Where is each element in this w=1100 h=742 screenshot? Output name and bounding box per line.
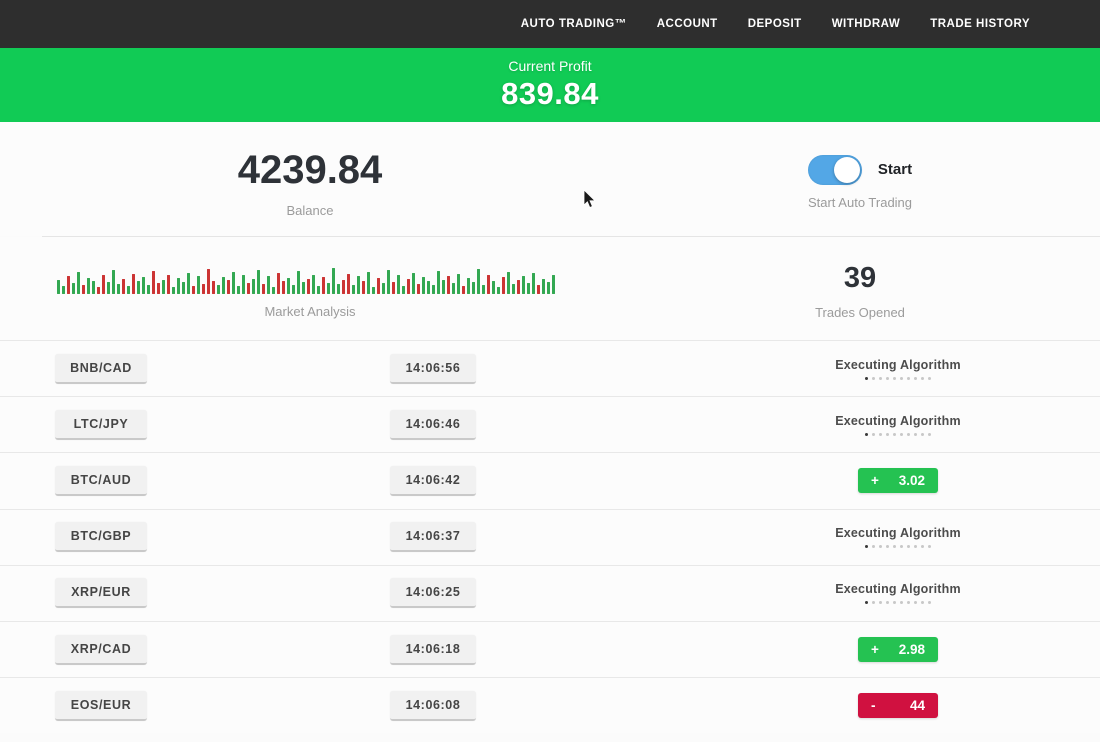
pair-pill: EOS/EUR [55,690,147,721]
nav-trade-history[interactable]: TRADE HISTORY [930,18,1030,30]
result-value: 3.02 [898,473,925,489]
executing-status: Executing Algorithm [835,526,961,549]
trades-opened-value: 39 [843,261,877,294]
current-profit-value: 839.84 [501,76,599,111]
executing-status: Executing Algorithm [835,414,961,436]
balance-block: 4239.84 Balance [0,122,620,236]
trade-list: BNB/CAD 14:06:56 Executing Algorithm LTC… [0,340,1100,734]
table-row: EOS/EUR 14:06:08 - 44 [0,677,1100,734]
nav-auto-trading[interactable]: AUTO TRADING™ [520,18,627,30]
result-sign: + [871,473,879,489]
auto-trading-toggle-block: Start Start Auto Trading [620,122,1100,236]
table-row: LTC/JPY 14:06:46 Executing Algorithm [0,396,1100,453]
time-pill: 14:06:08 [390,690,476,721]
table-row: XRP/CAD 14:06:18 + 2.98 [0,620,1100,678]
executing-label: Executing Algorithm [835,582,961,597]
pair-pill: LTC/JPY [55,409,147,440]
balance-label: Balance [286,203,334,218]
executing-status: Executing Algorithm [835,358,961,380]
time-pill: 14:06:56 [390,353,476,384]
balance-section: 4239.84 Balance Start Start Auto Trading [0,122,1100,236]
nav-deposit[interactable]: DEPOSIT [747,18,802,30]
market-analysis-label: Market Analysis [264,304,356,319]
table-row: BNB/CAD 14:06:56 Executing Algorithm [0,340,1100,397]
nav-withdraw[interactable]: WITHDRAW [831,18,901,30]
auto-trading-toggle[interactable] [807,154,862,185]
toggle-caption: Start Auto Trading [807,194,913,210]
progress-dots [864,376,931,380]
market-analysis-chart [57,264,563,294]
toggle-label: Start [877,161,913,178]
progress-dots [864,601,931,605]
result-sign: + [871,642,879,658]
executing-label: Executing Algorithm [835,413,961,428]
result-value: 2.98 [898,642,925,658]
result-value: 44 [909,698,925,714]
time-pill: 14:06:46 [390,409,476,440]
result-sign: - [871,698,876,714]
toggle-knob [833,156,860,183]
table-row: BTC/GBP 14:06:37 Executing Algorithm [0,508,1100,565]
executing-status: Executing Algorithm [835,582,961,605]
current-profit-label: Current Profit [508,58,592,74]
table-row: XRP/EUR 14:06:25 Executing Algorithm [0,564,1100,621]
profit-badge: + 2.98 [858,637,938,663]
pair-pill: BTC/AUD [55,465,147,496]
time-pill: 14:06:25 [390,578,476,609]
progress-dots [864,432,931,436]
profit-badge: + 3.02 [858,468,938,494]
table-row: BTC/AUD 14:06:42 + 3.02 [0,452,1100,509]
balance-value: 4239.84 [237,148,383,192]
pair-pill: XRP/EUR [55,578,147,609]
executing-label: Executing Algorithm [835,526,961,541]
trades-opened-block: 39 Trades Opened [620,237,1100,340]
current-profit-banner: Current Profit 839.84 [0,48,1100,122]
time-pill: 14:06:37 [390,522,476,553]
section-divider [42,236,1100,237]
top-nav: AUTO TRADING™ ACCOUNT DEPOSIT WITHDRAW T… [0,0,1100,48]
executing-label: Executing Algorithm [835,357,961,372]
loss-badge: - 44 [858,693,938,719]
market-analysis-block: Market Analysis [0,237,620,340]
progress-dots [864,545,931,549]
nav-account[interactable]: ACCOUNT [656,18,718,30]
pair-pill: BNB/CAD [55,353,147,384]
market-section: Market Analysis 39 Trades Opened [0,237,1100,340]
pair-pill: XRP/CAD [55,634,147,665]
pair-pill: BTC/GBP [55,522,147,553]
time-pill: 14:06:18 [390,634,476,665]
trades-opened-label: Trades Opened [815,304,905,320]
time-pill: 14:06:42 [390,465,476,496]
